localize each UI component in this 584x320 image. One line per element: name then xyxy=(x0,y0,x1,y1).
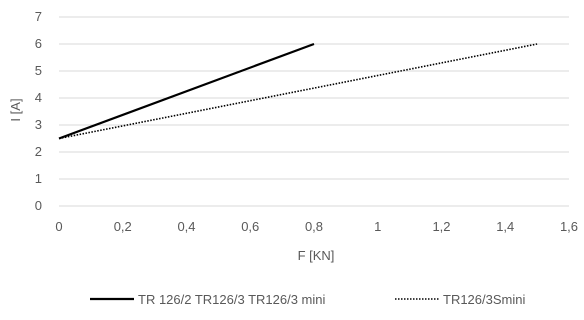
x-axis-title: F [KN] xyxy=(298,248,335,263)
y-tick-label: 1 xyxy=(35,171,42,186)
series-line-2 xyxy=(58,43,538,140)
x-tick-label: 1 xyxy=(374,219,381,234)
x-tick-label: 0,6 xyxy=(241,219,259,234)
x-tick-label: 0,4 xyxy=(177,219,195,234)
series-lines xyxy=(58,42,538,140)
y-tick-labels: 0 1 2 3 4 5 6 7 xyxy=(35,9,42,213)
y-tick-label: 7 xyxy=(35,9,42,24)
series-line-1 xyxy=(58,42,315,140)
y-tick-label: 2 xyxy=(35,144,42,159)
y-tick-label: 4 xyxy=(35,90,42,105)
y-tick-label: 3 xyxy=(35,117,42,132)
y-axis-title: I [A] xyxy=(8,98,23,121)
x-tick-label: 0,8 xyxy=(305,219,323,234)
y-tick-label: 0 xyxy=(35,198,42,213)
gridlines xyxy=(59,16,569,207)
y-tick-label: 6 xyxy=(35,36,42,51)
legend-label-2: TR126/3Smini xyxy=(443,292,525,307)
y-tick-label: 5 xyxy=(35,63,42,78)
x-tick-label: 0 xyxy=(55,219,62,234)
x-tick-label: 1,4 xyxy=(496,219,514,234)
x-tick-label: 0,2 xyxy=(114,219,132,234)
legend-label-1: TR 126/2 TR126/3 TR126/3 mini xyxy=(138,292,326,307)
x-tick-labels: 0 0,2 0,4 0,6 0,8 1 1,2 1,4 1,6 xyxy=(55,219,578,234)
x-tick-label: 1,2 xyxy=(432,219,450,234)
x-tick-label: 1,6 xyxy=(560,219,578,234)
legend: TR 126/2 TR126/3 TR126/3 mini TR126/3Smin… xyxy=(90,292,525,307)
